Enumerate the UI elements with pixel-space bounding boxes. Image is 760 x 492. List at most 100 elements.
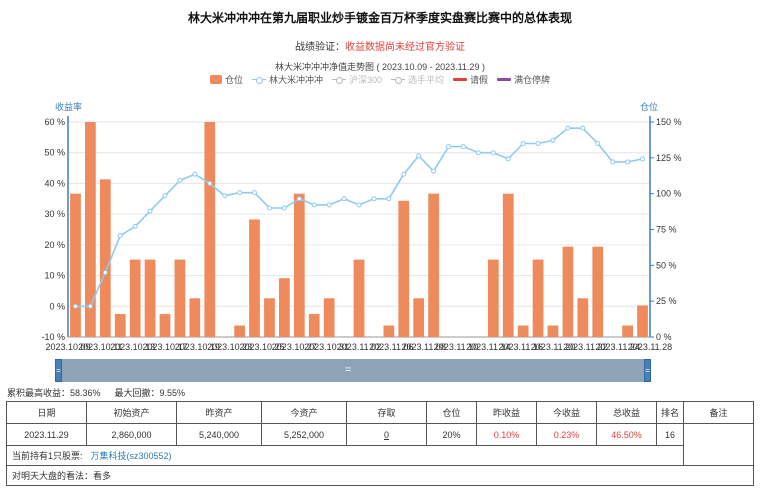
net-value-point [460, 144, 466, 150]
performance-table: 日期 初始资产 昨资产 今资产 存取 仓位 昨收益 今收益 总收益 排名 备注 … [6, 401, 754, 486]
legend-label: 请假 [470, 75, 489, 85]
x-tick-label: 2023.11.16 [498, 342, 542, 352]
position-bar [99, 179, 111, 337]
legend-item-suspended[interactable]: 满仓停牌 [497, 73, 550, 86]
net-value-point [281, 205, 287, 211]
position-bar [114, 314, 126, 337]
holding-cell: 当前持有1只股票: 万集科技(sz300552) [6, 445, 684, 466]
left-tick-label: 50 % [44, 148, 65, 158]
position-bar [85, 122, 96, 337]
max-drawdown: 最大回撤：9.55% [114, 388, 186, 398]
net-value-point [610, 159, 616, 165]
holding-label: 当前持有1只股票: [12, 451, 83, 461]
net-value-point [252, 190, 258, 196]
table-cell: 2,860,000 [86, 423, 177, 446]
range-grip[interactable]: = [345, 364, 352, 376]
position-bar [547, 325, 559, 337]
table-header: 总收益 [596, 401, 657, 424]
net-value-point [147, 208, 153, 214]
legend-label: 沪深300 [348, 75, 382, 85]
net-value-point [416, 153, 422, 159]
legend-item-leave[interactable]: 请假 [453, 73, 488, 86]
summary-stats: 累积最高收益：58.36% 最大回撤：9.55% [7, 386, 185, 399]
deposit-link[interactable]: 0 [383, 429, 389, 440]
table-row: 2023.11.29 2,860,000 5,240,000 5,252,000… [6, 423, 754, 466]
net-value-point [490, 150, 496, 156]
opinion-row: 对明天大盘的看法：看多 [6, 465, 754, 486]
net-value-point [326, 202, 332, 208]
net-value-point [640, 156, 646, 162]
net-value-point [222, 193, 228, 199]
table-header: 备注 [683, 401, 754, 424]
net-value-point [341, 196, 347, 202]
right-tick-label: 0 % [656, 332, 672, 342]
table-cell: 5,252,000 [261, 423, 347, 446]
position-bar [398, 200, 410, 337]
net-value-point [177, 177, 183, 183]
net-value-point [311, 202, 317, 208]
legend-swatch-player [251, 75, 266, 84]
table-header: 初始资产 [86, 401, 177, 424]
left-tick-label: 10 % [44, 271, 65, 281]
position-bar [517, 325, 529, 337]
chart-legend: 仓位 林大米冲冲冲 沪深300 选手平均 请假 满仓停牌 [0, 73, 760, 86]
position-bar [293, 193, 305, 337]
net-value-point [371, 196, 377, 202]
table-cell: 0.23% [536, 423, 597, 446]
right-tick-label: 25 % [656, 296, 677, 306]
table-header: 日期 [6, 401, 87, 424]
legend-item-position[interactable]: 仓位 [209, 73, 243, 86]
legend-item-average[interactable]: 选手平均 [391, 73, 444, 86]
table-header: 昨资产 [176, 401, 262, 424]
holding-row: 当前持有1只股票: 万集科技(sz300552) [6, 445, 754, 466]
verify-label: 战绩验证： [295, 42, 345, 53]
table-cell: 20% [426, 423, 477, 446]
net-value-point [296, 196, 302, 202]
position-bar [323, 298, 335, 337]
left-tick-label: 20 % [44, 240, 65, 250]
verify-line: 战绩验证：收益数据尚未经过官方验证 [0, 38, 760, 53]
legend-item-player[interactable]: 林大米冲冲冲 [251, 73, 323, 86]
x-tick-label: 2023.11.28 [628, 342, 672, 352]
x-tick-label: 2023.11.06 [369, 342, 413, 352]
left-tick-label: 30 % [44, 209, 65, 219]
table-cell: 16 [656, 423, 684, 446]
holding-stock-link[interactable]: 万集科技(sz300552) [90, 451, 172, 461]
range-handle-left[interactable]: = [55, 359, 62, 382]
legend-swatch-suspended [497, 78, 512, 81]
max-return: 累积最高收益：58.36% [7, 388, 101, 398]
right-tick-label: 150 % [656, 117, 682, 127]
right-tick-label: 125 % [656, 153, 682, 163]
net-value-point [431, 168, 437, 174]
x-tick-label: 2023.11.22 [563, 342, 607, 352]
x-tick-label: 2023.10.17 [142, 342, 187, 352]
right-tick-label: 50 % [656, 260, 677, 270]
right-tick-label: 100 % [656, 189, 682, 199]
position-bar [622, 325, 633, 337]
net-value-point [356, 202, 362, 208]
position-bar [159, 314, 171, 337]
table-cell: 2023.11.29 [6, 423, 87, 446]
range-slider[interactable]: = = = [55, 359, 651, 382]
legend-item-hs300[interactable]: 沪深300 [331, 73, 382, 86]
position-bar [189, 298, 201, 337]
x-tick-label: 2023.10.09 [45, 342, 90, 352]
table-header: 存取 [346, 401, 427, 424]
x-tick-label: 2023.10.11 [78, 342, 122, 352]
position-bar [129, 259, 141, 337]
position-bar [234, 325, 245, 337]
legend-swatch-average [391, 75, 405, 84]
left-tick-label: 40 % [44, 178, 65, 188]
range-handle-right[interactable]: = [644, 359, 651, 382]
net-value-point [401, 171, 407, 177]
position-bar [532, 259, 544, 337]
position-bar [487, 259, 499, 337]
net-value-point [535, 141, 541, 146]
position-bar [174, 259, 186, 337]
net-value-point [192, 171, 198, 177]
x-tick-label: 2023.10.23 [207, 342, 252, 352]
table-cell: 0.10% [476, 423, 537, 446]
position-bar [249, 219, 260, 337]
net-value-point [475, 150, 481, 156]
position-bar [144, 259, 156, 337]
